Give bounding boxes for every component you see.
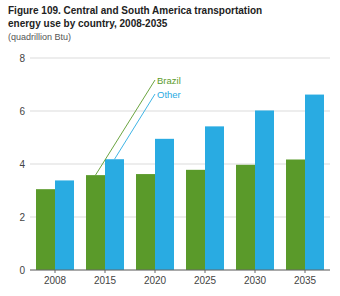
bar bbox=[55, 180, 74, 270]
chart-container: Figure 109. Central and South America tr… bbox=[0, 0, 340, 296]
grid-line bbox=[30, 270, 330, 271]
x-tick-label: 2030 bbox=[244, 275, 267, 286]
bar bbox=[155, 139, 174, 270]
bar bbox=[186, 170, 205, 270]
y-tick-label: 6 bbox=[19, 106, 25, 117]
y-tick-label: 8 bbox=[19, 53, 25, 64]
x-tick-label: 2025 bbox=[194, 275, 217, 286]
bar bbox=[305, 95, 324, 270]
x-tick bbox=[155, 270, 156, 273]
bar bbox=[36, 189, 55, 270]
x-tick bbox=[305, 270, 306, 273]
y-tick-label: 2 bbox=[19, 212, 25, 223]
bar bbox=[86, 175, 105, 270]
y-tick-label: 0 bbox=[19, 265, 25, 276]
x-axis bbox=[30, 270, 330, 271]
bar bbox=[255, 110, 274, 270]
x-tick-label: 2020 bbox=[144, 275, 167, 286]
leader-line bbox=[115, 94, 156, 159]
bar bbox=[236, 165, 255, 270]
series-label: Other bbox=[157, 89, 181, 100]
x-tick bbox=[255, 270, 256, 273]
grid-line bbox=[30, 58, 330, 59]
chart: Figure 109. Central and South America tr… bbox=[0, 0, 340, 296]
title: energy use by country, 2008-2035 bbox=[8, 18, 168, 29]
grid-line bbox=[30, 217, 330, 218]
bar bbox=[205, 126, 224, 270]
leader-line bbox=[96, 80, 156, 175]
grid-line bbox=[30, 111, 330, 112]
x-tick bbox=[55, 270, 56, 273]
subtitle: (quadrillion Btu) bbox=[8, 32, 71, 42]
x-tick-label: 2015 bbox=[94, 275, 117, 286]
bar bbox=[136, 174, 155, 270]
x-tick bbox=[105, 270, 106, 273]
grid-line bbox=[30, 164, 330, 165]
series-label: Brazil bbox=[157, 75, 181, 86]
bar bbox=[286, 159, 305, 270]
bar bbox=[105, 159, 124, 270]
y-tick-label: 4 bbox=[19, 159, 25, 170]
bars bbox=[36, 95, 324, 270]
x-tick-label: 2035 bbox=[294, 275, 317, 286]
x-tick bbox=[205, 270, 206, 273]
x-tick-label: 2008 bbox=[44, 275, 67, 286]
title: Figure 109. Central and South America tr… bbox=[8, 5, 262, 16]
